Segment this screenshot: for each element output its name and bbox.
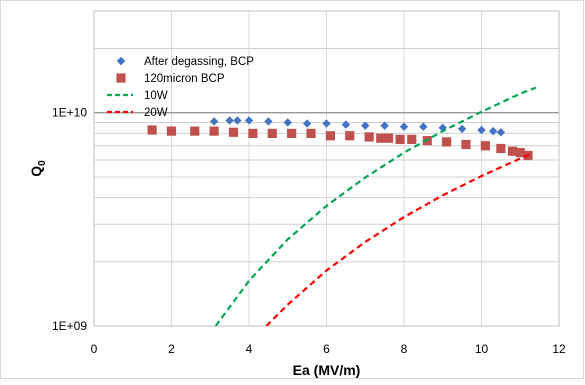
data-point-after-degassing-bcp [496,128,506,137]
data-point-120micron-bcp [166,126,177,136]
data-point-120micron-bcp [461,139,471,150]
y-tick-label: 1E+09 [52,319,87,333]
data-point-after-degassing-bcp [264,117,273,126]
data-point-120micron-bcp [190,126,200,136]
data-point-after-degassing-bcp [322,119,331,128]
data-point-after-degassing-bcp [477,125,486,135]
data-point-120micron-bcp [147,125,157,135]
x-tick-label: 8 [401,342,408,356]
y-axis-title-subscript: 0 [37,160,48,166]
series-line-20w [265,152,533,326]
data-point-after-degassing-bcp [361,121,370,130]
x-tick-label: 6 [323,342,330,356]
data-point-120micron-bcp [496,143,506,154]
data-point-120micron-bcp [364,132,374,142]
legend-label: After degassing, BCP [144,56,254,68]
legend-label: 20W [144,107,168,119]
legend-item-after-degassing-bcp: After degassing, BCP [116,56,254,68]
legend-swatch [116,56,126,66]
data-point-after-degassing-bcp [457,124,467,134]
data-point-after-degassing-bcp [244,116,254,125]
series-120micron-bcp [147,125,533,161]
legend-label: 10W [144,90,168,102]
data-point-120micron-bcp [383,133,394,143]
data-point-120micron-bcp [515,148,525,158]
data-point-120micron-bcp [209,126,219,136]
y-tick-label: 1E+10 [52,106,87,120]
legend: After degassing, BCP 120micron BCP 10W 20W [107,56,254,119]
x-axis-title: Ea (MV/m) [293,362,361,378]
data-point-120micron-bcp [325,131,335,141]
data-point-after-degassing-bcp [488,126,498,136]
data-point-120micron-bcp [442,137,452,147]
data-point-after-degassing-bcp [225,116,234,125]
series-20w [265,152,533,326]
data-point-120micron-bcp [407,134,417,144]
data-point-120micron-bcp [480,141,490,151]
x-tick-label: 2 [168,342,175,356]
data-point-120micron-bcp [306,128,316,139]
data-point-after-degassing-bcp [380,121,389,130]
plot-area-border [93,10,560,327]
legend-swatch [116,73,126,83]
x-tick-label: 12 [552,342,566,356]
legend-item-10w: 10W [107,90,168,102]
data-point-120micron-bcp [507,146,518,156]
data-point-after-degassing-bcp [341,120,351,129]
x-tick-label: 10 [475,342,489,356]
data-point-after-degassing-bcp [302,119,312,128]
data-point-after-degassing-bcp [283,118,292,127]
series-line-10w [214,86,537,326]
data-point-after-degassing-bcp [419,122,428,131]
legend-item-120micron-bcp: 120micron BCP [116,73,225,85]
data-point-after-degassing-bcp [233,116,242,125]
data-point-120micron-bcp [376,133,386,143]
legend-label: 120micron BCP [144,73,225,85]
data-point-120micron-bcp [248,128,258,139]
y-axis-title: Q0 [28,160,48,177]
data-point-120micron-bcp [267,128,277,139]
x-tick-label: 4 [246,342,253,356]
data-point-after-degassing-bcp [399,122,409,131]
tick-labels: 0 2 4 6 8 10 12 1E+09 1E+10 [52,106,566,356]
series-layer [147,86,537,326]
y-axis-title-main: Q [28,166,44,177]
data-point-120micron-bcp [287,128,297,139]
data-point-120micron-bcp [395,134,405,144]
data-point-after-degassing-bcp [209,117,219,126]
series-10w [214,86,537,326]
x-tick-label: 0 [91,342,98,356]
legend-item-20w: 20W [107,107,168,119]
data-point-120micron-bcp [345,131,355,141]
data-point-120micron-bcp [228,127,239,137]
